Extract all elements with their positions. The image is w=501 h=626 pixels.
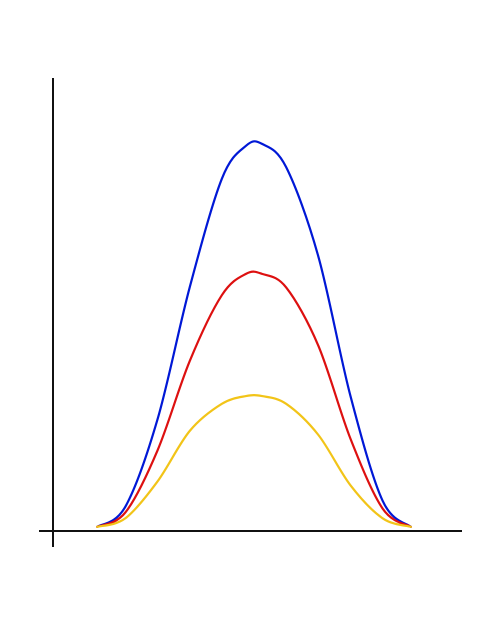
- series-line-1: [96, 140, 412, 528]
- series-layer: [96, 140, 412, 528]
- series-line-3: [96, 394, 412, 528]
- series-line-2: [96, 270, 412, 528]
